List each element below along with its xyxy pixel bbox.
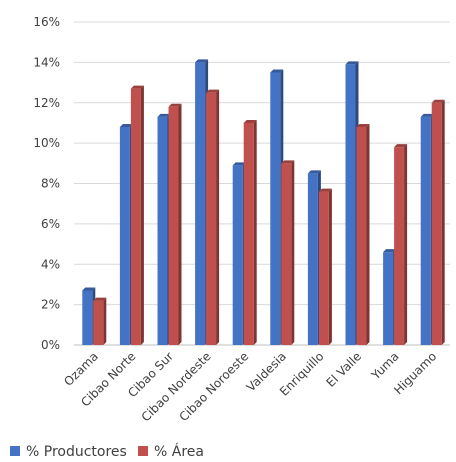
bar-area (206, 89, 220, 345)
x-category-label: Cibao Noroeste (176, 349, 251, 424)
y-tick-label: 8% (41, 177, 60, 191)
y-tick-label: 14% (33, 55, 60, 69)
bars (82, 59, 445, 346)
x-category-label: Cibao Nordeste (139, 349, 214, 424)
y-tick-label: 6% (41, 217, 60, 231)
bar-area (356, 123, 370, 345)
legend-label: % Productores (26, 444, 127, 460)
y-tick-label: 4% (41, 257, 60, 271)
legend-item: % Productores (10, 444, 127, 460)
legend: % Productores % Área (10, 443, 204, 460)
bar-area (281, 160, 295, 345)
y-tick-label: 2% (41, 298, 60, 312)
y-tick-label: 12% (33, 96, 60, 110)
legend-item: % Área (138, 443, 204, 460)
bar-area (130, 85, 144, 346)
bar-area (93, 297, 107, 345)
bar-area (243, 119, 257, 345)
x-category-label: Yuma (368, 349, 402, 383)
bar-area (431, 99, 445, 345)
bar-area (168, 103, 182, 345)
legend-label: % Área (154, 443, 204, 460)
bar-area (394, 144, 408, 345)
y-tick-label: 16% (33, 15, 60, 29)
legend-swatch (10, 446, 20, 456)
y-axis-ticks: 0% 2% 4% 6% 8% 10% 12% 14% 16% (33, 15, 60, 352)
y-tick-label: 10% (33, 136, 60, 150)
x-category-label: El Valle (324, 349, 365, 390)
y-tick-label: 0% (41, 338, 60, 352)
bar-area (318, 188, 332, 345)
legend-swatch (138, 446, 148, 456)
